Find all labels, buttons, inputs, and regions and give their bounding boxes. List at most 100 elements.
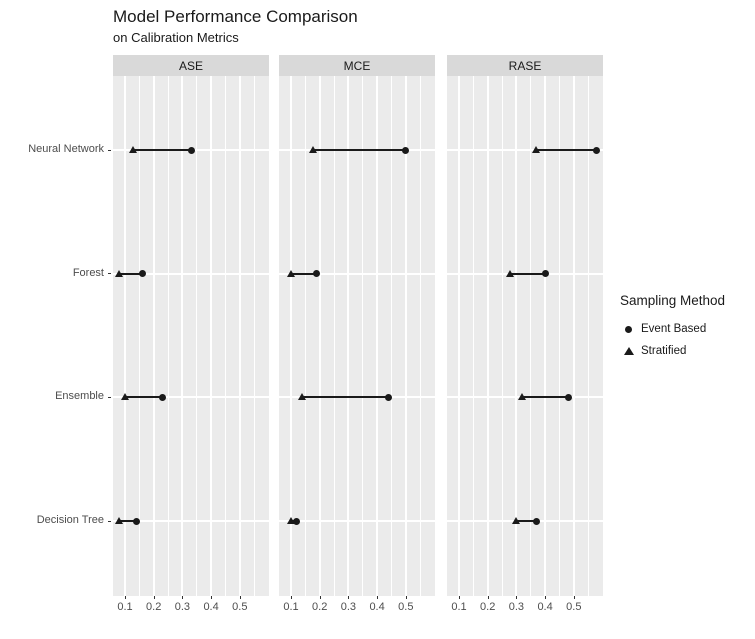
gridline-major	[347, 76, 350, 596]
gridline-major	[318, 76, 321, 596]
x-axis-tick	[348, 596, 350, 599]
legend-item-event-based: Event Based	[620, 318, 725, 340]
range-segment	[119, 520, 137, 522]
range-segment	[291, 272, 317, 275]
gridline-major	[181, 76, 184, 596]
x-axis-tick	[125, 596, 126, 599]
gridline-minor	[167, 76, 169, 596]
x-axis-label: 0.3	[174, 601, 191, 613]
gridline-minor	[224, 76, 226, 596]
y-axis-tick	[108, 149, 111, 151]
data-point-stratified	[286, 517, 295, 524]
y-axis-tick	[108, 273, 111, 275]
data-point-stratified	[511, 517, 520, 524]
gridline-major-y	[279, 520, 435, 522]
gridline-major-y	[447, 149, 603, 151]
data-point-stratified	[286, 269, 295, 277]
x-axis-tick	[153, 596, 155, 599]
gridline-major-y	[113, 272, 269, 275]
triangle-marker-icon	[620, 347, 637, 355]
gridline-minor	[587, 76, 589, 596]
plot-area: ASE 0.1 0.2 0.3 0.4 0.5 MCE 0.1 0.2 0.3 0.4 0.5 RASE…	[113, 55, 603, 615]
gridline-major	[404, 76, 407, 596]
x-axis-label: 0.3	[508, 601, 525, 613]
data-point-event-based	[158, 393, 166, 401]
y-axis-label: Forest	[72, 266, 104, 279]
x-axis-label: 0.2	[312, 601, 328, 613]
range-segment	[522, 396, 569, 399]
x-axis-label: 0.1	[283, 601, 299, 613]
gridline-minor	[333, 76, 335, 596]
gridline-major-y	[279, 272, 435, 275]
gridline-major	[290, 76, 292, 596]
x-axis-label: 0.2	[146, 601, 162, 613]
range-segment	[133, 149, 191, 151]
data-point-stratified	[114, 517, 123, 524]
facet-strip: MCE	[279, 55, 435, 76]
facet-panel	[279, 76, 435, 596]
range-segment	[125, 396, 163, 399]
range-segment	[313, 149, 406, 151]
legend-label: Stratified	[641, 345, 687, 357]
range-segment	[510, 272, 546, 275]
gridline-major	[238, 76, 241, 596]
data-point-stratified	[129, 146, 138, 153]
data-point-event-based	[187, 146, 195, 154]
data-point-stratified	[120, 393, 129, 401]
gridline-minor	[362, 76, 364, 596]
gridline-major	[152, 76, 155, 596]
x-axis-tick	[573, 596, 575, 599]
x-axis-tick	[405, 596, 407, 599]
data-point-event-based	[313, 270, 321, 278]
data-point-stratified	[531, 146, 540, 153]
chart-subtitle: on Calibration Metrics	[113, 30, 239, 45]
y-axis-tick	[108, 520, 111, 522]
x-axis-label: 0.4	[203, 601, 219, 613]
facet-panel	[447, 76, 603, 596]
gridline-minor	[558, 76, 560, 596]
gridline-minor	[472, 76, 474, 596]
gridline-minor	[304, 76, 306, 596]
gridline-minor	[419, 76, 421, 596]
gridline-major	[572, 76, 575, 596]
x-axis-tick	[377, 596, 379, 599]
y-axis-label: Decision Tree	[36, 514, 104, 526]
chart-title: Model Performance Comparison	[113, 7, 358, 26]
facet-panel	[113, 76, 269, 596]
data-point-stratified	[297, 393, 306, 401]
x-axis-label: 0.4	[537, 601, 553, 613]
legend-title: Sampling Method	[620, 293, 726, 308]
gridline-major-y	[113, 520, 269, 522]
legend-label: Event Based	[641, 323, 707, 335]
gridline-major-y	[113, 396, 269, 399]
gridline-major	[458, 76, 460, 596]
data-point-event-based	[402, 146, 410, 154]
facet-strip: RASE	[447, 55, 603, 76]
gridline-major	[210, 76, 213, 596]
x-axis-label: 0.5	[232, 601, 248, 613]
gridline-major	[486, 76, 489, 596]
gridline-minor	[253, 76, 255, 596]
x-axis-tick	[291, 596, 292, 599]
x-axis-tick	[487, 596, 489, 599]
y-axis-label: Neural Network	[28, 143, 104, 155]
facet-strip: ASE	[113, 55, 269, 76]
data-point-event-based	[293, 517, 301, 525]
data-point-event-based	[564, 393, 572, 401]
circle-marker-icon	[620, 325, 637, 333]
x-axis-tick	[516, 596, 518, 599]
data-point-event-based	[593, 146, 601, 154]
x-axis-label: 0.5	[566, 601, 582, 613]
x-axis-label: 0.1	[117, 601, 133, 613]
gridline-minor	[138, 76, 140, 596]
x-axis-tick	[319, 596, 321, 599]
data-point-stratified	[517, 393, 526, 401]
data-point-event-based	[385, 393, 393, 401]
range-segment	[302, 396, 389, 399]
y-axis-tick	[108, 396, 111, 398]
legend: Sampling Method Event Based Stratified	[620, 293, 725, 362]
gridline-minor	[196, 76, 198, 596]
range-segment	[119, 272, 143, 275]
gridline-minor	[530, 76, 532, 596]
